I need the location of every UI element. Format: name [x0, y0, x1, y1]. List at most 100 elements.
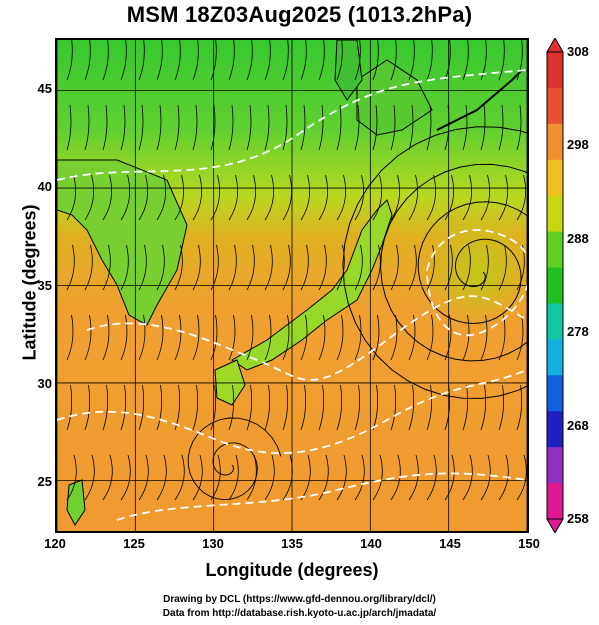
streamline	[408, 174, 419, 221]
streamline	[228, 40, 235, 81]
taiwan	[66, 479, 86, 526]
grid-lines	[57, 40, 527, 531]
streamline	[210, 244, 219, 291]
streamline	[516, 314, 524, 361]
colorbar-segment	[547, 375, 563, 412]
streamline	[120, 454, 131, 501]
streamline	[138, 314, 146, 361]
x-tick-label: 140	[360, 536, 382, 551]
streamline	[300, 104, 306, 151]
y-tick-label: 40	[37, 179, 52, 195]
streamline	[426, 104, 432, 151]
isobar-line	[426, 229, 527, 337]
colorbar-segment	[547, 159, 563, 197]
footer-credit-line1: Drawing by DCL (https://www.gfd-dennou.o…	[163, 594, 436, 605]
streamline	[426, 174, 437, 221]
streamline	[408, 40, 415, 81]
streamline	[102, 314, 110, 361]
isobars	[57, 69, 527, 521]
streamline	[246, 314, 254, 361]
streamline	[84, 104, 90, 151]
streamline	[318, 384, 325, 431]
streamline	[156, 244, 165, 291]
streamline	[156, 314, 164, 361]
streamline	[138, 174, 149, 221]
colorbar-tick-label: 278	[567, 324, 589, 340]
streamline	[102, 104, 108, 151]
colorbar-tick-label: 308	[567, 44, 589, 59]
streamline	[138, 454, 149, 501]
colorbar-tick-label: 298	[567, 137, 589, 153]
streamline	[516, 174, 527, 221]
streamline	[246, 40, 253, 81]
streamline	[336, 40, 343, 81]
streamline	[156, 174, 167, 221]
streamline	[498, 174, 509, 221]
streamline	[336, 314, 344, 361]
kuril-chain	[436, 69, 523, 131]
streamline	[426, 384, 433, 431]
streamline	[336, 384, 343, 431]
streamline	[390, 244, 399, 291]
streamline	[318, 314, 326, 361]
streamline	[408, 454, 419, 501]
streamline	[174, 384, 181, 431]
streamline	[192, 174, 203, 221]
streamline	[444, 244, 453, 291]
streamline	[210, 454, 221, 501]
x-tick-label: 145	[439, 536, 461, 551]
streamline	[408, 244, 417, 291]
streamline	[300, 314, 308, 361]
map-area	[55, 38, 529, 533]
streamline	[372, 40, 379, 81]
streamline	[264, 40, 271, 81]
colorbar	[546, 38, 564, 533]
streamline	[228, 244, 237, 291]
streamline	[480, 384, 487, 431]
streamline	[138, 40, 145, 81]
streamline	[120, 40, 127, 81]
japan-kyushu	[214, 359, 246, 406]
streamline	[390, 104, 396, 151]
streamline	[102, 384, 109, 431]
streamline	[336, 454, 347, 501]
streamline	[84, 244, 93, 291]
colorbar-segment	[547, 447, 563, 484]
streamline	[480, 40, 487, 81]
colorbar-segment	[547, 339, 563, 376]
streamline	[282, 384, 289, 431]
streamline	[156, 40, 163, 81]
streamline	[498, 40, 505, 81]
streamline	[84, 454, 95, 501]
colorbar-segment	[547, 231, 563, 269]
colorbar-frame	[546, 51, 564, 520]
streamline	[498, 104, 504, 151]
streamline	[318, 174, 329, 221]
streamline	[282, 104, 288, 151]
streamline	[480, 104, 486, 151]
streamline	[192, 314, 200, 361]
streamline	[138, 104, 144, 151]
streamline	[372, 174, 383, 221]
colorbar-segment	[547, 267, 563, 304]
streamline	[156, 384, 163, 431]
streamline	[354, 244, 363, 291]
streamline	[354, 384, 361, 431]
streamline	[300, 384, 307, 431]
typhoon-core	[424, 217, 527, 327]
streamline	[498, 244, 507, 291]
streamline	[354, 174, 365, 221]
streamline	[66, 384, 73, 431]
streamline	[228, 384, 235, 431]
streamline	[264, 104, 270, 151]
streamline	[264, 314, 272, 361]
streamline	[246, 454, 257, 501]
streamline	[318, 40, 325, 81]
y-tick-label: 25	[37, 473, 52, 489]
streamline	[102, 454, 113, 501]
streamline	[120, 384, 127, 431]
streamline	[120, 244, 129, 291]
streamline	[426, 40, 433, 81]
streamline	[120, 174, 131, 221]
streamline	[390, 454, 401, 501]
